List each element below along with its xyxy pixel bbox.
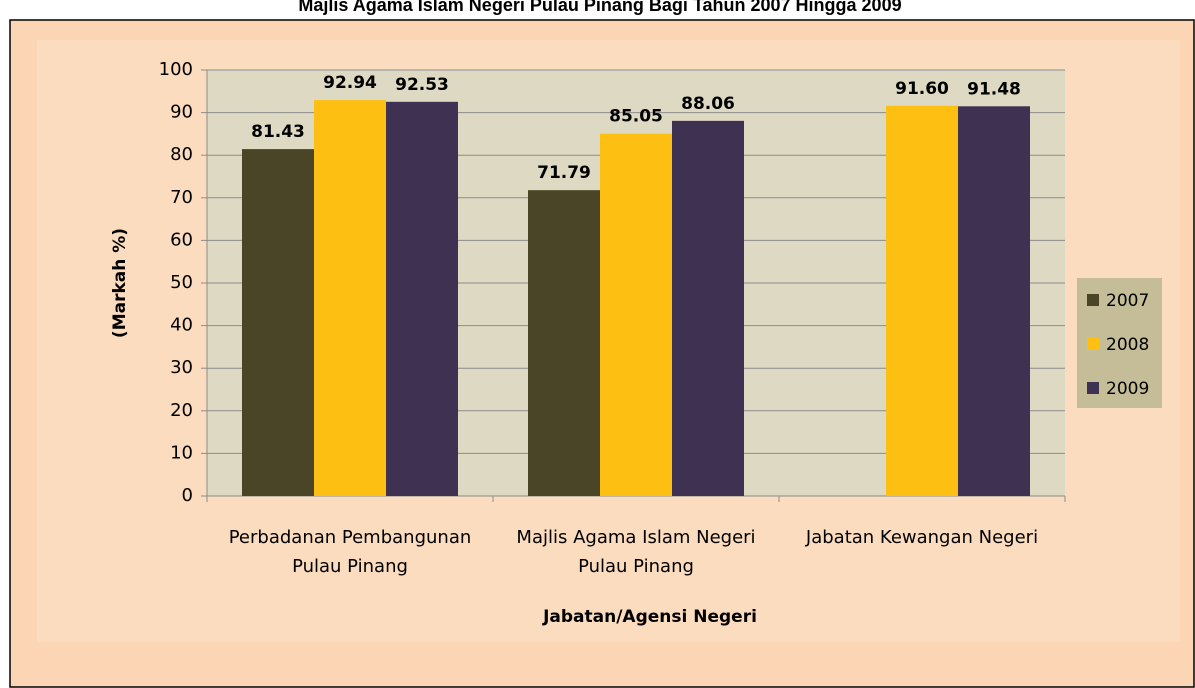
y-tick-label: 30 bbox=[170, 357, 193, 378]
chart-title: Majlis Agama Islam Negeri Pulau Pinang B… bbox=[298, 0, 901, 15]
y-tick-label: 100 bbox=[159, 59, 193, 80]
value-label: 92.53 bbox=[395, 75, 449, 95]
bar bbox=[314, 100, 386, 497]
y-tick-label: 0 bbox=[182, 485, 193, 506]
bar bbox=[672, 120, 744, 496]
bar bbox=[886, 105, 958, 496]
x-tick-label: Perbadanan Pembangunan Pulau Pinang bbox=[228, 527, 472, 577]
value-label: 88.06 bbox=[681, 94, 735, 114]
legend-label: 2009 bbox=[1106, 379, 1149, 399]
legend-label: 2008 bbox=[1106, 335, 1149, 355]
bar bbox=[958, 106, 1030, 496]
value-label: 91.60 bbox=[895, 79, 949, 99]
value-label: 81.43 bbox=[251, 122, 305, 142]
bar bbox=[386, 101, 458, 496]
value-label: 91.48 bbox=[967, 79, 1021, 99]
y-axis-label: (Markah %) bbox=[110, 228, 130, 338]
y-tick-label: 20 bbox=[170, 400, 193, 421]
y-tick-label: 70 bbox=[170, 187, 193, 208]
bar bbox=[242, 149, 314, 496]
bar bbox=[600, 133, 672, 496]
y-tick-label: 80 bbox=[170, 144, 193, 165]
y-tick-label: 50 bbox=[170, 272, 193, 293]
value-label: 92.94 bbox=[323, 73, 377, 93]
y-tick-label: 40 bbox=[170, 315, 193, 336]
legend-swatch bbox=[1087, 294, 1099, 306]
value-label: 85.05 bbox=[609, 107, 663, 127]
x-tick-label: Majlis Agama Islam Negeri Pulau Pinang bbox=[516, 527, 756, 577]
value-label: 71.79 bbox=[537, 163, 591, 183]
legend-swatch bbox=[1087, 338, 1099, 350]
x-tick-label: Jabatan Kewangan Negeri bbox=[805, 527, 1039, 548]
y-tick-label: 10 bbox=[170, 442, 193, 463]
x-axis-label: Jabatan/Agensi Negeri bbox=[542, 607, 757, 627]
legend-label: 2007 bbox=[1106, 291, 1149, 311]
bar bbox=[528, 190, 600, 496]
y-tick-label: 90 bbox=[170, 102, 193, 123]
y-tick-label: 60 bbox=[170, 229, 193, 250]
legend-swatch bbox=[1087, 382, 1099, 394]
